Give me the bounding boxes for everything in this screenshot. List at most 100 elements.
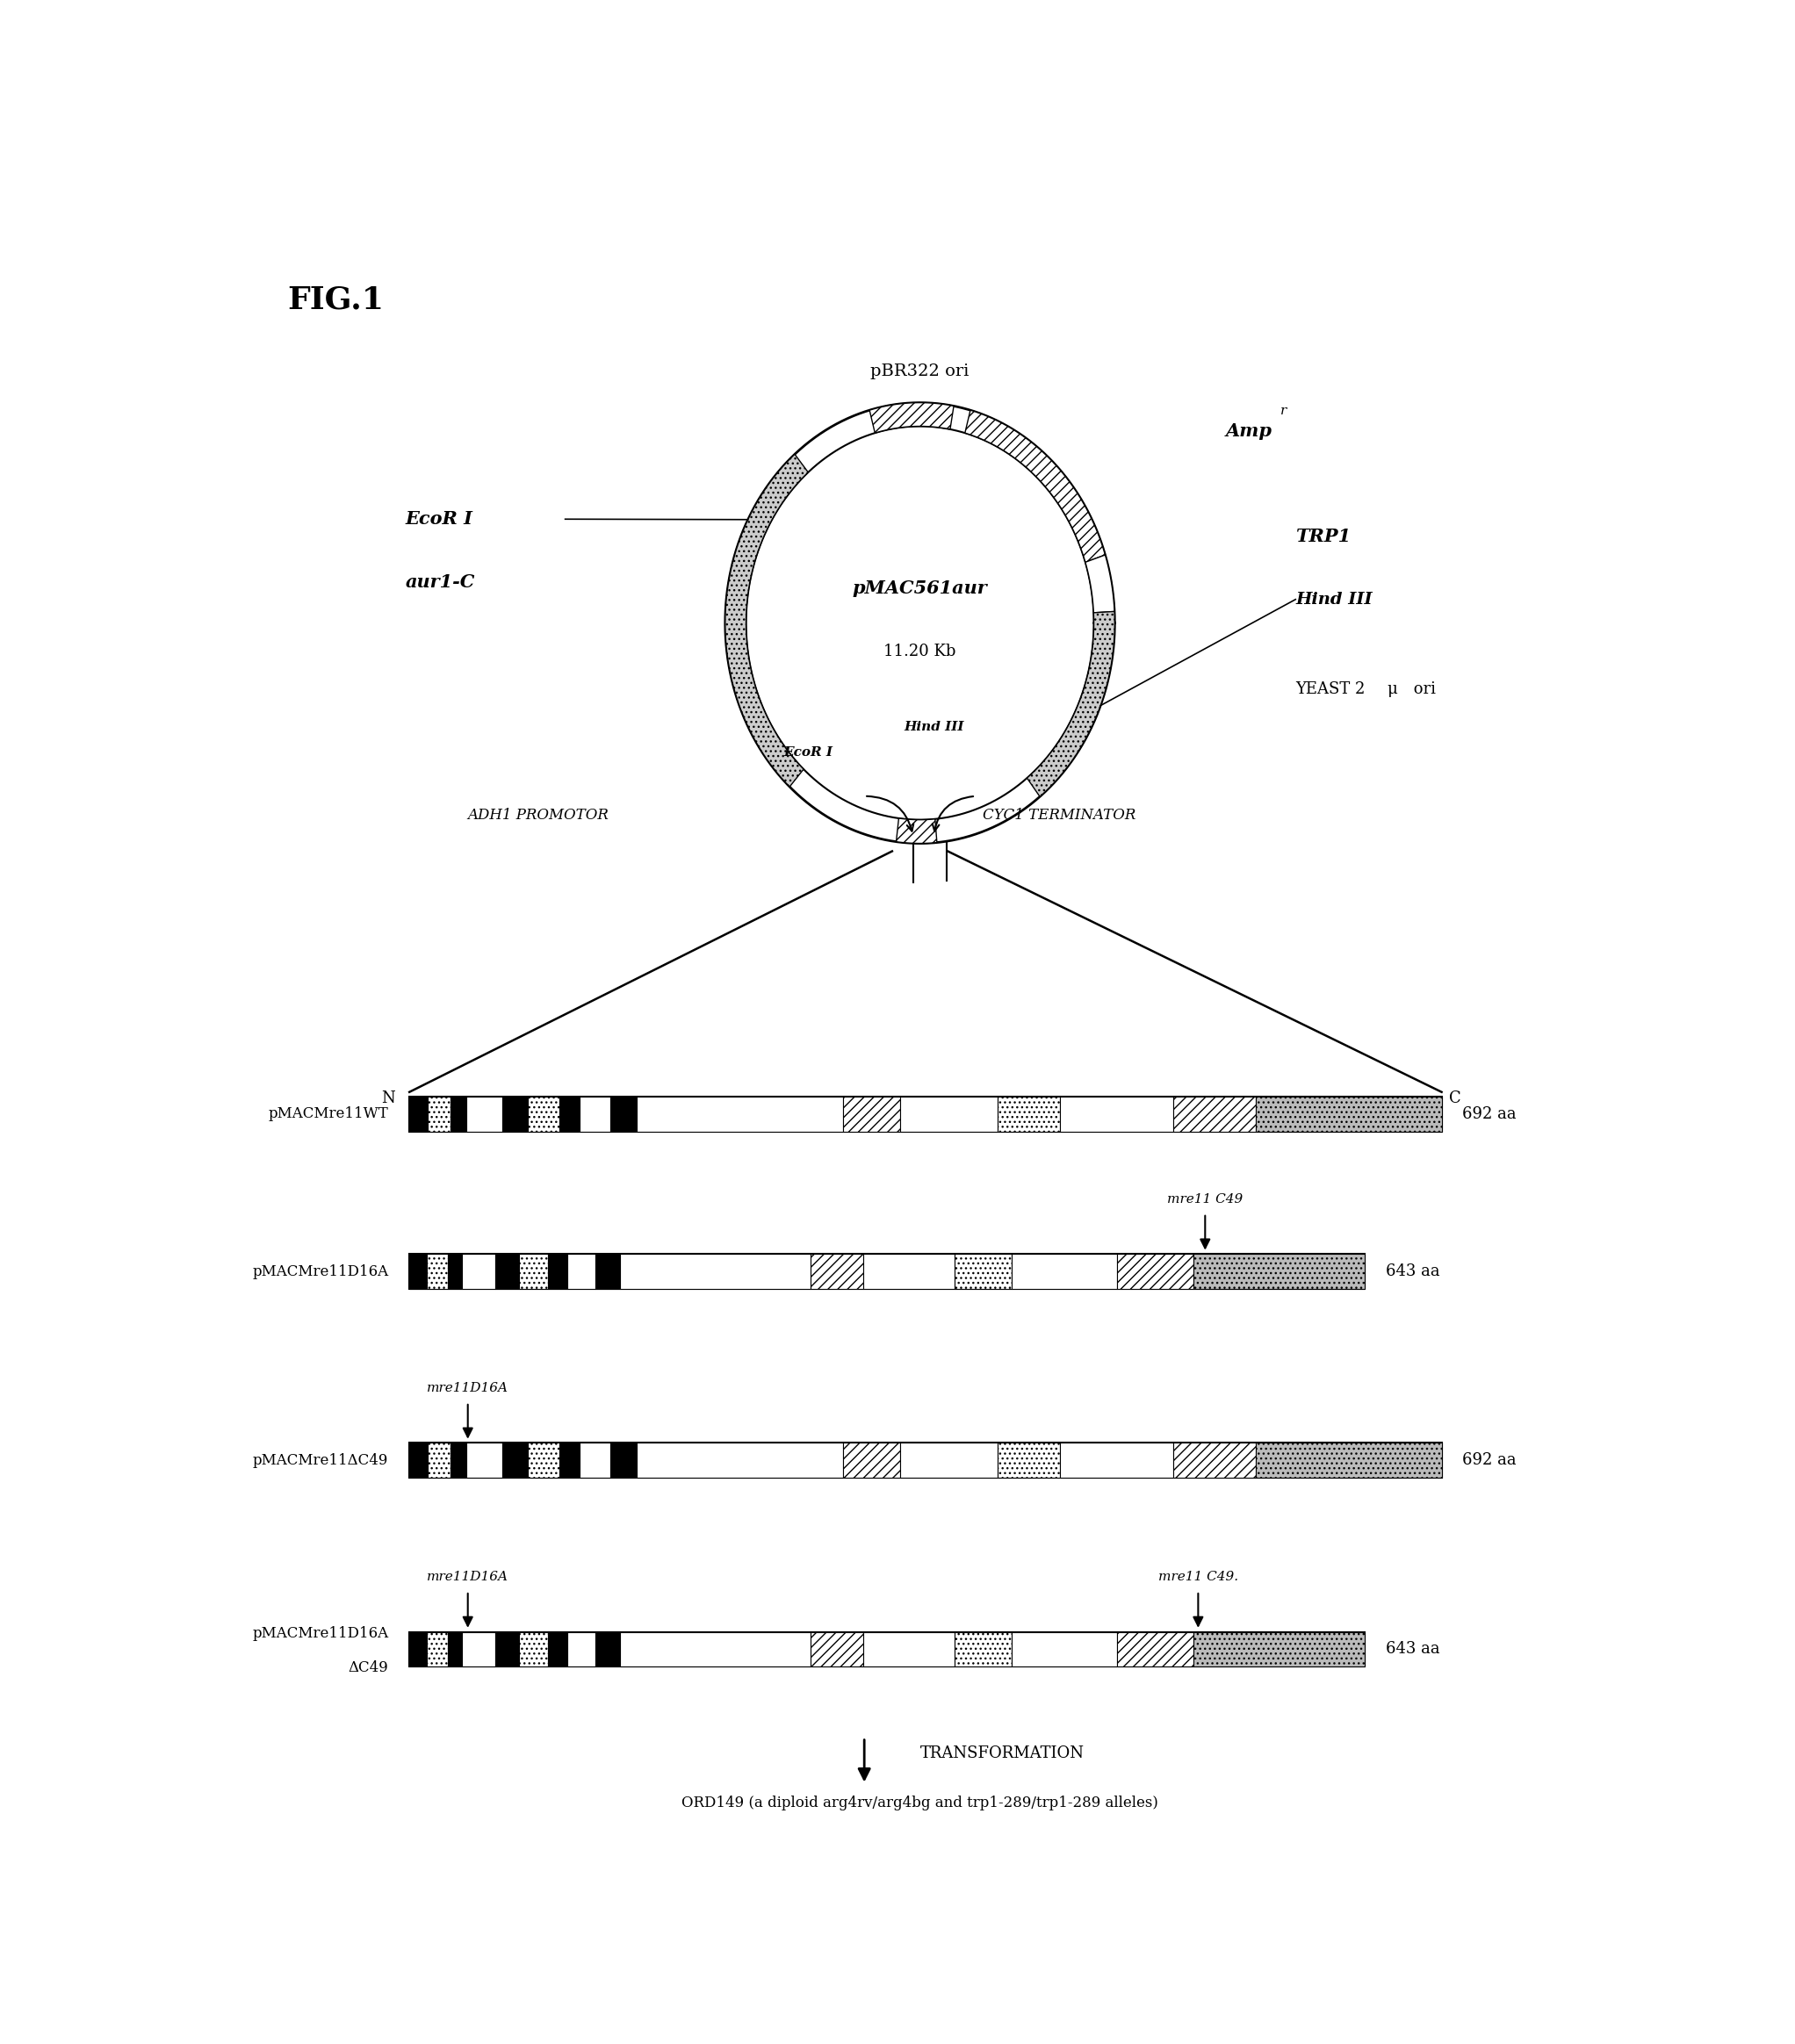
Bar	[567, 1255, 596, 1290]
Text: Hind III: Hind III	[903, 722, 964, 734]
Bar	[610, 1098, 637, 1132]
Text: pMACMre11ΔC49: pMACMre11ΔC49	[253, 1453, 388, 1468]
Bar	[596, 1631, 619, 1666]
Text: 692 aa: 692 aa	[1463, 1106, 1517, 1122]
Bar	[427, 1098, 451, 1132]
Text: ORD149 (a diploid arg4rv/arg4bg and trp1-289/trp1-289 alleles): ORD149 (a diploid arg4rv/arg4bg and trp1…	[682, 1797, 1158, 1811]
Bar	[461, 1255, 495, 1290]
Text: ADH1 PROMOTOR: ADH1 PROMOTOR	[468, 807, 609, 822]
Polygon shape	[869, 403, 953, 433]
Bar	[1194, 1255, 1364, 1290]
Bar	[1174, 1098, 1256, 1132]
Text: 692 aa: 692 aa	[1463, 1453, 1517, 1468]
Bar	[955, 1631, 1012, 1666]
Text: EcoR I: EcoR I	[406, 511, 472, 527]
Bar	[409, 1255, 427, 1290]
Text: 643 aa: 643 aa	[1386, 1263, 1440, 1280]
Text: EcoR I: EcoR I	[784, 746, 833, 758]
Bar	[409, 1631, 427, 1666]
Bar	[461, 1631, 495, 1666]
Text: CYC1 TERMINATOR: CYC1 TERMINATOR	[982, 807, 1136, 822]
Bar	[1116, 1255, 1194, 1290]
Bar	[409, 1098, 1441, 1132]
Bar	[467, 1443, 503, 1478]
Bar	[610, 1443, 637, 1478]
Bar	[547, 1631, 567, 1666]
Bar	[637, 1098, 844, 1132]
Text: mre11 C49: mre11 C49	[1167, 1194, 1242, 1206]
Bar	[427, 1631, 447, 1666]
Bar	[427, 1443, 451, 1478]
Bar	[1174, 1443, 1256, 1478]
Bar	[998, 1443, 1059, 1478]
Bar	[567, 1631, 596, 1666]
Text: Amp: Amp	[1226, 423, 1273, 439]
Bar	[899, 1443, 998, 1478]
Bar	[1256, 1443, 1441, 1478]
Bar	[844, 1098, 899, 1132]
Bar	[619, 1631, 811, 1666]
Polygon shape	[725, 454, 808, 787]
Text: μ: μ	[1388, 681, 1398, 697]
Bar	[811, 1255, 863, 1290]
Text: mre11D16A: mre11D16A	[427, 1570, 508, 1582]
Bar	[1012, 1255, 1116, 1290]
Bar	[596, 1255, 619, 1290]
Polygon shape	[896, 818, 937, 844]
Bar	[899, 1098, 998, 1132]
Bar	[409, 1443, 427, 1478]
Bar	[503, 1098, 528, 1132]
Polygon shape	[1027, 611, 1115, 797]
Text: pMAC561aur: pMAC561aur	[853, 580, 987, 597]
Bar	[503, 1443, 528, 1478]
Text: ΔC49: ΔC49	[348, 1660, 388, 1676]
Text: aur1-C: aur1-C	[406, 572, 476, 591]
Text: pMACMre11WT: pMACMre11WT	[269, 1106, 388, 1122]
Bar	[447, 1631, 461, 1666]
Bar	[811, 1631, 863, 1666]
Bar	[467, 1098, 503, 1132]
Bar	[409, 1443, 1441, 1478]
Text: C: C	[1449, 1089, 1461, 1106]
Bar	[519, 1255, 547, 1290]
Text: ori: ori	[1409, 681, 1436, 697]
Bar	[863, 1631, 955, 1666]
Text: r: r	[1280, 405, 1287, 417]
Bar	[558, 1443, 580, 1478]
Text: 643 aa: 643 aa	[1386, 1641, 1440, 1658]
Bar	[495, 1255, 519, 1290]
Bar	[1194, 1631, 1364, 1666]
Bar	[844, 1443, 899, 1478]
Text: mre11D16A: mre11D16A	[427, 1382, 508, 1394]
Bar	[528, 1443, 558, 1478]
Bar	[427, 1255, 447, 1290]
Bar	[580, 1098, 610, 1132]
Bar	[1059, 1098, 1174, 1132]
Polygon shape	[966, 411, 1106, 562]
Bar	[1059, 1443, 1174, 1478]
Bar	[528, 1098, 558, 1132]
Text: mre11 C49.: mre11 C49.	[1158, 1570, 1239, 1582]
Text: 11.20 Kb: 11.20 Kb	[883, 644, 957, 660]
Bar	[519, 1631, 547, 1666]
Bar	[998, 1098, 1059, 1132]
Bar	[409, 1098, 427, 1132]
Text: N: N	[382, 1089, 395, 1106]
Bar	[447, 1255, 461, 1290]
Text: pMACMre11D16A: pMACMre11D16A	[253, 1263, 388, 1280]
Text: FIG.1: FIG.1	[287, 284, 384, 315]
Bar	[619, 1255, 811, 1290]
Text: pBR322 ori: pBR322 ori	[871, 364, 969, 378]
Bar	[637, 1443, 844, 1478]
Bar	[495, 1631, 519, 1666]
Bar	[863, 1255, 955, 1290]
Text: pMACMre11D16A: pMACMre11D16A	[253, 1625, 388, 1641]
Bar	[409, 1631, 1364, 1666]
Bar	[558, 1098, 580, 1132]
Bar	[955, 1255, 1012, 1290]
Text: Hind III: Hind III	[1296, 591, 1373, 607]
Text: TRANSFORMATION: TRANSFORMATION	[921, 1746, 1084, 1762]
Bar	[409, 1255, 1364, 1290]
Bar	[547, 1255, 567, 1290]
Polygon shape	[1086, 554, 1115, 613]
